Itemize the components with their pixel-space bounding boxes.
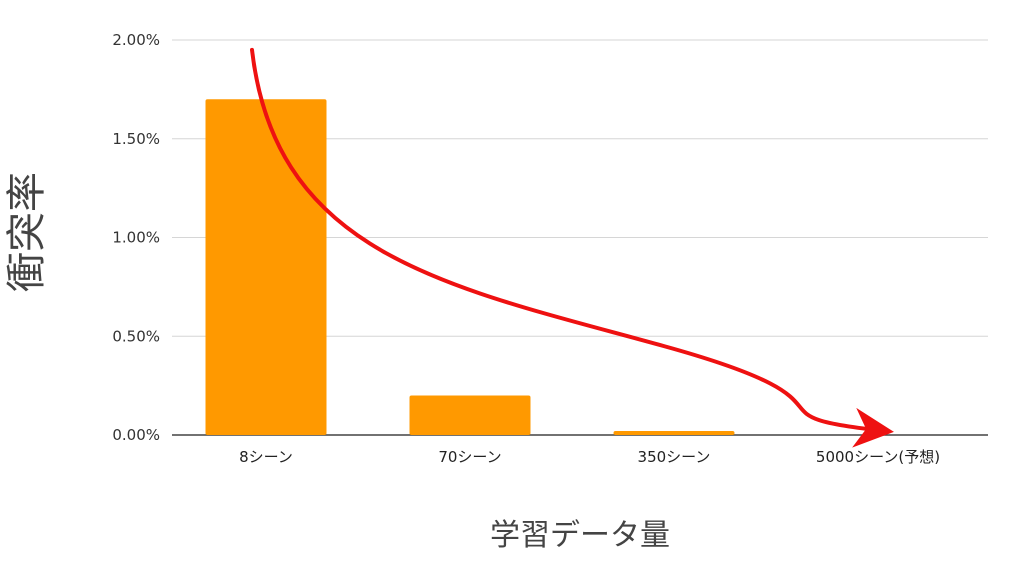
- y-axis-title: 衝突率: [4, 172, 50, 292]
- x-axis-title: 学習データ量: [490, 518, 670, 553]
- y-tick-label: 0.50%: [112, 327, 160, 345]
- bar: [205, 99, 327, 435]
- y-tick-label: 2.00%: [112, 31, 160, 49]
- trend-arrow-annotation: [250, 47, 894, 448]
- y-tick-label: 1.50%: [112, 130, 160, 148]
- x-tick-label: 5000シーン(予想): [816, 448, 940, 466]
- x-tick-label: 70シーン: [438, 448, 501, 466]
- x-axis-ticks: 8シーン 70シーン 350シーン 5000シーン(予想): [239, 448, 940, 466]
- bar: [613, 431, 735, 435]
- bar: [409, 395, 531, 435]
- x-tick-label: 8シーン: [239, 448, 293, 466]
- x-tick-label: 350シーン: [638, 448, 711, 466]
- y-tick-label: 0.00%: [112, 426, 160, 444]
- bars: [205, 99, 735, 435]
- y-tick-label: 1.00%: [112, 229, 160, 247]
- y-axis-ticks: 0.00% 0.50% 1.00% 1.50% 2.00%: [112, 31, 160, 444]
